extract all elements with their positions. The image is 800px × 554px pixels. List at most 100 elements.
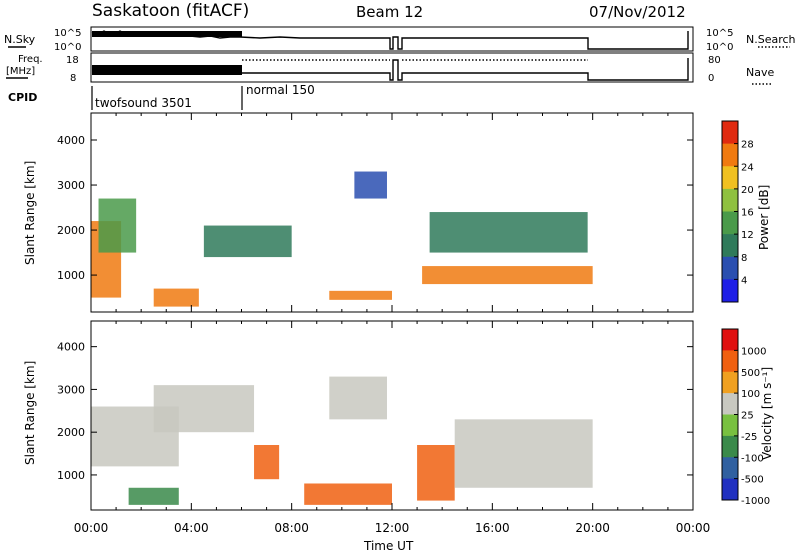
data-region bbox=[422, 266, 593, 285]
velocity-colorbar: 1000 500 100 25 -25 -100 -500 -1000 bbox=[721, 328, 770, 507]
y-tick-label: 3000 bbox=[57, 383, 85, 396]
power-panel: 1000 2000 3000 4000 Slant Range [km] 4 8 12 16… bbox=[23, 112, 771, 313]
colorbar-swatch bbox=[722, 143, 738, 167]
power-colorbar-label: Power [dB] bbox=[757, 185, 771, 250]
data-region bbox=[98, 198, 137, 253]
velocity-y-axis-label: Slant Range [km] bbox=[23, 361, 37, 465]
data-region bbox=[417, 445, 455, 501]
data-region bbox=[429, 212, 588, 253]
y-tick-label: 2000 bbox=[57, 224, 85, 237]
nsky-panel-frame bbox=[90, 26, 694, 52]
data-region bbox=[128, 487, 179, 505]
time-axis-labels: 00:00 04:00 08:00 12:00 16:00 20:00 00:00 bbox=[74, 521, 711, 535]
data-region bbox=[354, 171, 387, 199]
data-region bbox=[329, 376, 387, 420]
y-tick-label: 4000 bbox=[57, 134, 85, 147]
colorbar-tick-label: 4 bbox=[741, 275, 747, 286]
colorbar-swatch bbox=[722, 121, 738, 145]
nsearch-tick-bottom: 10^0 bbox=[706, 42, 733, 53]
data-region bbox=[153, 385, 255, 433]
colorbar-tick-label: 28 bbox=[741, 140, 754, 151]
data-region bbox=[203, 225, 292, 258]
colorbar-tick-label: 8 bbox=[741, 253, 747, 264]
cpid-segment-0: twofsound 3501 bbox=[95, 96, 192, 110]
colorbar-tick-label: -100 bbox=[741, 453, 764, 464]
colorbar-tick-label: 500 bbox=[741, 368, 760, 379]
colorbar-swatch bbox=[722, 350, 738, 373]
nave-label: Nave bbox=[746, 66, 774, 79]
x-tick-label: 00:00 bbox=[74, 521, 109, 535]
power-colorbar: 4 8 12 16 20 24 28 bbox=[721, 120, 754, 303]
nave-tick-top: 80 bbox=[708, 55, 721, 66]
y-tick-label: 4000 bbox=[57, 341, 85, 354]
y-tick-label: 2000 bbox=[57, 426, 85, 439]
nsearch-tick-top: 10^5 bbox=[706, 28, 733, 39]
colorbar-tick-label: 24 bbox=[741, 162, 754, 173]
colorbar-swatch bbox=[722, 166, 738, 190]
velocity-x-ticks bbox=[90, 321, 694, 510]
x-tick-label: 08:00 bbox=[274, 521, 309, 535]
colorbar-tick-label: 16 bbox=[741, 208, 754, 219]
colorbar-swatch bbox=[722, 435, 738, 458]
y-tick-label: 1000 bbox=[57, 269, 85, 282]
colorbar-swatch bbox=[722, 188, 738, 212]
velocity-y-ticks: 1000 2000 3000 4000 bbox=[57, 341, 693, 482]
freq-dense-segment bbox=[92, 65, 242, 75]
freq-tick-bottom: 8 bbox=[70, 73, 76, 84]
colorbar-swatch bbox=[722, 256, 738, 280]
freq-panel-frame bbox=[90, 52, 694, 83]
station-title: Saskatoon (fitACF) bbox=[92, 1, 249, 21]
colorbar-tick-label: -25 bbox=[741, 432, 757, 443]
data-region bbox=[454, 419, 593, 488]
nsky-tick-bottom: 10^0 bbox=[54, 42, 81, 53]
colorbar-swatch bbox=[722, 234, 738, 258]
velocity-data-regions bbox=[91, 376, 593, 505]
colorbar-tick-label: 1000 bbox=[741, 346, 766, 357]
data-region bbox=[254, 445, 280, 480]
colorbar-swatch bbox=[722, 457, 738, 480]
cpid-segment-1: normal 150 bbox=[246, 83, 315, 97]
colorbar-swatch bbox=[722, 211, 738, 235]
nsearch-label: N.Search bbox=[746, 33, 796, 46]
colorbar-swatch bbox=[722, 478, 738, 501]
power-y-axis-label: Slant Range [km] bbox=[23, 161, 37, 265]
colorbar-tick-label: 12 bbox=[741, 230, 754, 241]
colorbar-swatch bbox=[722, 371, 738, 394]
data-region bbox=[304, 483, 392, 505]
freq-label-line2: [MHz] bbox=[6, 66, 35, 77]
colorbar-tick-label: -500 bbox=[741, 475, 764, 486]
x-tick-label: 04:00 bbox=[174, 521, 209, 535]
freq-tick-top: 18 bbox=[66, 55, 79, 66]
colorbar-swatch bbox=[722, 329, 738, 351]
colorbar-tick-label: 100 bbox=[741, 389, 760, 400]
power-x-ticks bbox=[90, 113, 694, 312]
cpid-label: CPID bbox=[8, 91, 37, 104]
colorbar-tick-label: 20 bbox=[741, 185, 754, 196]
nsky-tick-top: 10^5 bbox=[54, 28, 81, 39]
velocity-colorbar-label: Velocity [m s⁻¹] bbox=[760, 367, 774, 460]
colorbar-swatch bbox=[722, 414, 738, 437]
data-region bbox=[153, 288, 199, 307]
colorbar-tick-label: 25 bbox=[741, 411, 754, 422]
colorbar-swatch bbox=[722, 393, 738, 415]
nsky-label: N.Sky bbox=[4, 33, 36, 46]
nsky-dense-segment bbox=[92, 31, 242, 37]
x-tick-label: 16:00 bbox=[475, 521, 510, 535]
date-title: 07/Nov/2012 bbox=[589, 3, 686, 21]
freq-trace bbox=[242, 58, 689, 81]
beam-title: Beam 12 bbox=[356, 3, 423, 21]
power-y-ticks: 1000 2000 3000 4000 bbox=[57, 134, 693, 282]
data-region bbox=[329, 290, 392, 300]
x-tick-label: 12:00 bbox=[375, 521, 410, 535]
colorbar-tick-label: -1000 bbox=[741, 496, 770, 507]
x-tick-label: 20:00 bbox=[575, 521, 610, 535]
power-data-regions bbox=[91, 171, 593, 307]
y-tick-label: 3000 bbox=[57, 179, 85, 192]
colorbar-swatch bbox=[722, 279, 738, 303]
x-axis-label: Time UT bbox=[363, 539, 414, 553]
x-tick-label: 00:00 bbox=[676, 521, 711, 535]
velocity-panel: 1000 2000 3000 4000 Slant Range [km] 1000 50… bbox=[23, 320, 774, 511]
nave-tick-bottom: 0 bbox=[708, 73, 714, 84]
freq-label-line1: Freq. bbox=[18, 54, 43, 65]
